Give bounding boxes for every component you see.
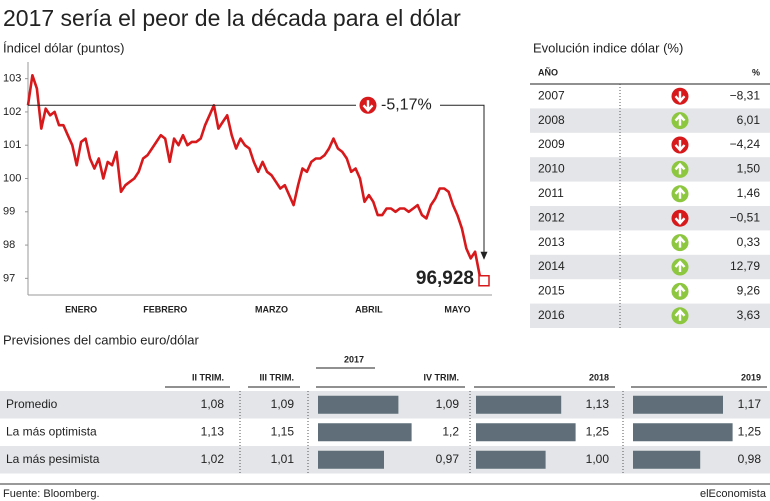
column-header: AÑO	[538, 67, 558, 77]
pct: −0,51	[730, 210, 761, 224]
column-header: II TRIM.	[192, 372, 224, 382]
table-title: Evolución indice dólar (%)	[533, 40, 683, 55]
y-tick-label: 102	[3, 106, 21, 118]
pct: 1,50	[737, 162, 761, 176]
bar	[476, 395, 562, 414]
icon-arrow	[674, 91, 686, 103]
line	[26, 74, 486, 282]
end-label: 96,928	[416, 268, 474, 289]
cell: 1,08	[201, 397, 225, 411]
y-tick-label: 101	[3, 139, 21, 151]
reference-arrow	[28, 104, 485, 259]
icon-arrow	[674, 284, 686, 297]
x-tick-label: MARZO	[255, 304, 288, 314]
year: 2012	[538, 210, 565, 224]
year: 2014	[538, 259, 565, 273]
bar	[476, 423, 576, 442]
pct: −4,24	[730, 137, 761, 151]
icon-arrow	[674, 309, 686, 321]
cell: 1,25	[738, 424, 762, 438]
column-header: 2018	[589, 372, 609, 382]
year: 2015	[538, 284, 565, 298]
icon-arrow	[362, 100, 374, 113]
bar	[476, 450, 546, 469]
y-tick-label: 99	[3, 206, 15, 218]
cell: 1,02	[201, 452, 225, 466]
year: 2009	[538, 137, 565, 151]
year: 2013	[538, 235, 565, 249]
pct: 1,46	[737, 186, 761, 200]
row-label: Promedio	[6, 397, 58, 411]
x-tick-label: ABRIL	[355, 304, 383, 314]
row-bg	[530, 254, 770, 280]
year: 2011	[538, 186, 564, 200]
bar	[318, 423, 412, 442]
icon-arrow	[674, 162, 686, 175]
x-tick-label: ENERO	[65, 304, 97, 314]
year: 2008	[538, 113, 565, 127]
pct: 9,26	[737, 284, 761, 298]
cell: 1,01	[271, 452, 295, 466]
forecast-title: Previsiones del cambio euro/dólar	[3, 332, 199, 347]
pct: 3,63	[737, 308, 761, 322]
y-tick-label: 98	[3, 239, 15, 251]
cell: 1,25	[586, 424, 610, 438]
icon-arrow	[674, 260, 686, 272]
y-tick-label: 103	[3, 73, 21, 85]
end-marker	[478, 275, 490, 287]
arrow-head	[480, 251, 488, 260]
x-tick-label: MAYO	[444, 304, 470, 314]
cell: 1,13	[201, 424, 225, 438]
cell: 1,00	[586, 452, 610, 466]
pct: 12,79	[730, 259, 760, 273]
cell: 1,13	[586, 397, 610, 411]
bar	[318, 395, 399, 414]
bar	[633, 395, 723, 414]
cell: 1,15	[271, 424, 295, 438]
icon-arrow	[674, 187, 686, 199]
year: 2007	[538, 88, 565, 102]
cell: 1,17	[738, 397, 762, 411]
pct: 0,33	[737, 235, 761, 249]
icon-arrow	[674, 213, 686, 225]
row-bg	[530, 108, 770, 133]
icon-arrow	[674, 113, 686, 126]
cell: 1,09	[271, 397, 295, 411]
source: Fuente: Bloomberg.	[3, 488, 100, 500]
column-header: III TRIM.	[260, 372, 295, 382]
change-label: -5,17%	[381, 96, 432, 113]
y-tick-label: 100	[3, 172, 21, 184]
row-bg	[530, 157, 770, 182]
label-bg	[356, 94, 440, 117]
x-tick-label: FEBRERO	[143, 304, 187, 314]
bar	[318, 450, 384, 469]
column-header: 2019	[741, 372, 761, 382]
group-header: 2017	[344, 354, 364, 364]
title: 2017 sería el peor de la década para el …	[3, 5, 461, 31]
bar	[633, 423, 733, 442]
brand: elEconomista	[700, 488, 767, 500]
column-header: IV TRIM.	[424, 372, 460, 382]
cell: 0,97	[436, 452, 460, 466]
year: 2010	[538, 162, 565, 176]
y-tick-label: 97	[3, 272, 15, 284]
column-header: %	[752, 67, 760, 77]
cell: 1,09	[436, 397, 460, 411]
cell: 1,2	[442, 424, 459, 438]
cell: 0,98	[738, 452, 762, 466]
pct: −8,31	[730, 88, 761, 102]
bar	[633, 450, 701, 469]
pct: 6,01	[737, 113, 761, 127]
icon-arrow	[674, 235, 686, 248]
icon-arrow	[674, 140, 686, 152]
row-bg	[530, 303, 770, 328]
row-bg	[530, 206, 770, 231]
row-label: La más optimista	[6, 424, 97, 438]
year: 2016	[538, 308, 565, 322]
row-label: La más pesimista	[6, 452, 100, 466]
chart-subtitle: Índicel dólar (puntos)	[3, 40, 124, 55]
